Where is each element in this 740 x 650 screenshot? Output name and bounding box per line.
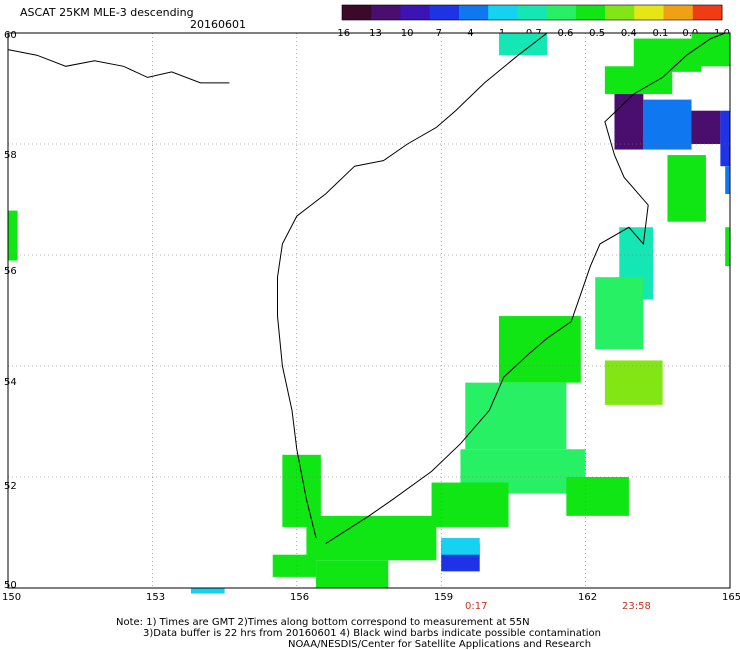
data-cell bbox=[316, 560, 389, 588]
y-tick-label: 50 bbox=[4, 580, 17, 591]
colorbar-swatch bbox=[575, 5, 606, 20]
data-cell bbox=[691, 33, 730, 67]
data-cell bbox=[725, 227, 730, 267]
colorbar-swatch bbox=[342, 5, 372, 20]
data-cell bbox=[643, 99, 692, 150]
chart-title: ASCAT 25KM MLE-3 descending bbox=[20, 6, 194, 19]
data-cell bbox=[691, 110, 721, 144]
data-cell bbox=[667, 155, 706, 222]
y-tick-label: 54 bbox=[4, 377, 17, 388]
footer-note-1: Note: 1) Times are GMT 2)Times along bot… bbox=[116, 617, 530, 628]
y-tick-label: 56 bbox=[4, 266, 17, 277]
data-cell bbox=[566, 477, 629, 516]
colorbar-swatch bbox=[546, 5, 577, 20]
pass-time-label: 0:17 bbox=[465, 601, 488, 612]
colorbar-swatch bbox=[663, 5, 694, 20]
colorbar-frame bbox=[341, 4, 723, 21]
colorbar-swatch bbox=[517, 5, 548, 20]
data-cell bbox=[465, 382, 567, 450]
colorbar-swatch bbox=[458, 5, 489, 20]
plot-frame bbox=[7, 32, 731, 589]
coastline-east-kamchatka bbox=[325, 32, 726, 545]
data-cell bbox=[431, 482, 509, 527]
chart-date: 20160601 bbox=[190, 18, 246, 31]
y-tick-label: 52 bbox=[4, 481, 17, 492]
data-cell bbox=[272, 554, 317, 577]
x-tick-label: 150 bbox=[2, 592, 22, 603]
footer-credit: NOAA/NESDIS/Center for Satellite Applica… bbox=[288, 639, 592, 650]
data-cell bbox=[190, 588, 225, 594]
colorbar-swatch bbox=[400, 5, 431, 20]
data-cell bbox=[595, 277, 644, 350]
data-cell bbox=[614, 94, 644, 150]
footer-note-2: 3)Data buffer is 22 hrs from 20160601 4)… bbox=[143, 628, 601, 639]
data-cell bbox=[633, 38, 702, 72]
x-tick-label: 162 bbox=[578, 592, 598, 603]
data-cell bbox=[8, 210, 18, 261]
x-tick-label: 153 bbox=[146, 592, 166, 603]
colorbar-swatch bbox=[371, 5, 401, 20]
pass-time-label: 23:58 bbox=[622, 601, 651, 612]
colorbar-swatch bbox=[692, 5, 723, 20]
colorbar-swatch bbox=[605, 5, 635, 20]
x-tick-label: 156 bbox=[290, 592, 310, 603]
coastline-west-kamchatka bbox=[277, 32, 548, 539]
coastline-okhotsk-north bbox=[7, 49, 230, 84]
y-tick-label: 58 bbox=[4, 150, 17, 161]
x-tick-label: 159 bbox=[434, 592, 454, 603]
data-cell bbox=[720, 110, 730, 167]
data-cell bbox=[604, 360, 663, 405]
data-cell bbox=[282, 454, 321, 527]
y-tick-label: 60 bbox=[4, 30, 17, 41]
colorbar-swatch bbox=[429, 5, 460, 20]
x-tick-label: 165 bbox=[722, 592, 740, 603]
data-cell bbox=[498, 33, 548, 56]
data-cell bbox=[441, 538, 480, 555]
colorbar-swatch bbox=[488, 5, 518, 20]
data-cell bbox=[498, 316, 581, 383]
data-cell bbox=[725, 166, 730, 194]
data-cell bbox=[306, 515, 437, 561]
data-cell bbox=[604, 66, 673, 95]
colorbar-swatch bbox=[634, 5, 665, 20]
